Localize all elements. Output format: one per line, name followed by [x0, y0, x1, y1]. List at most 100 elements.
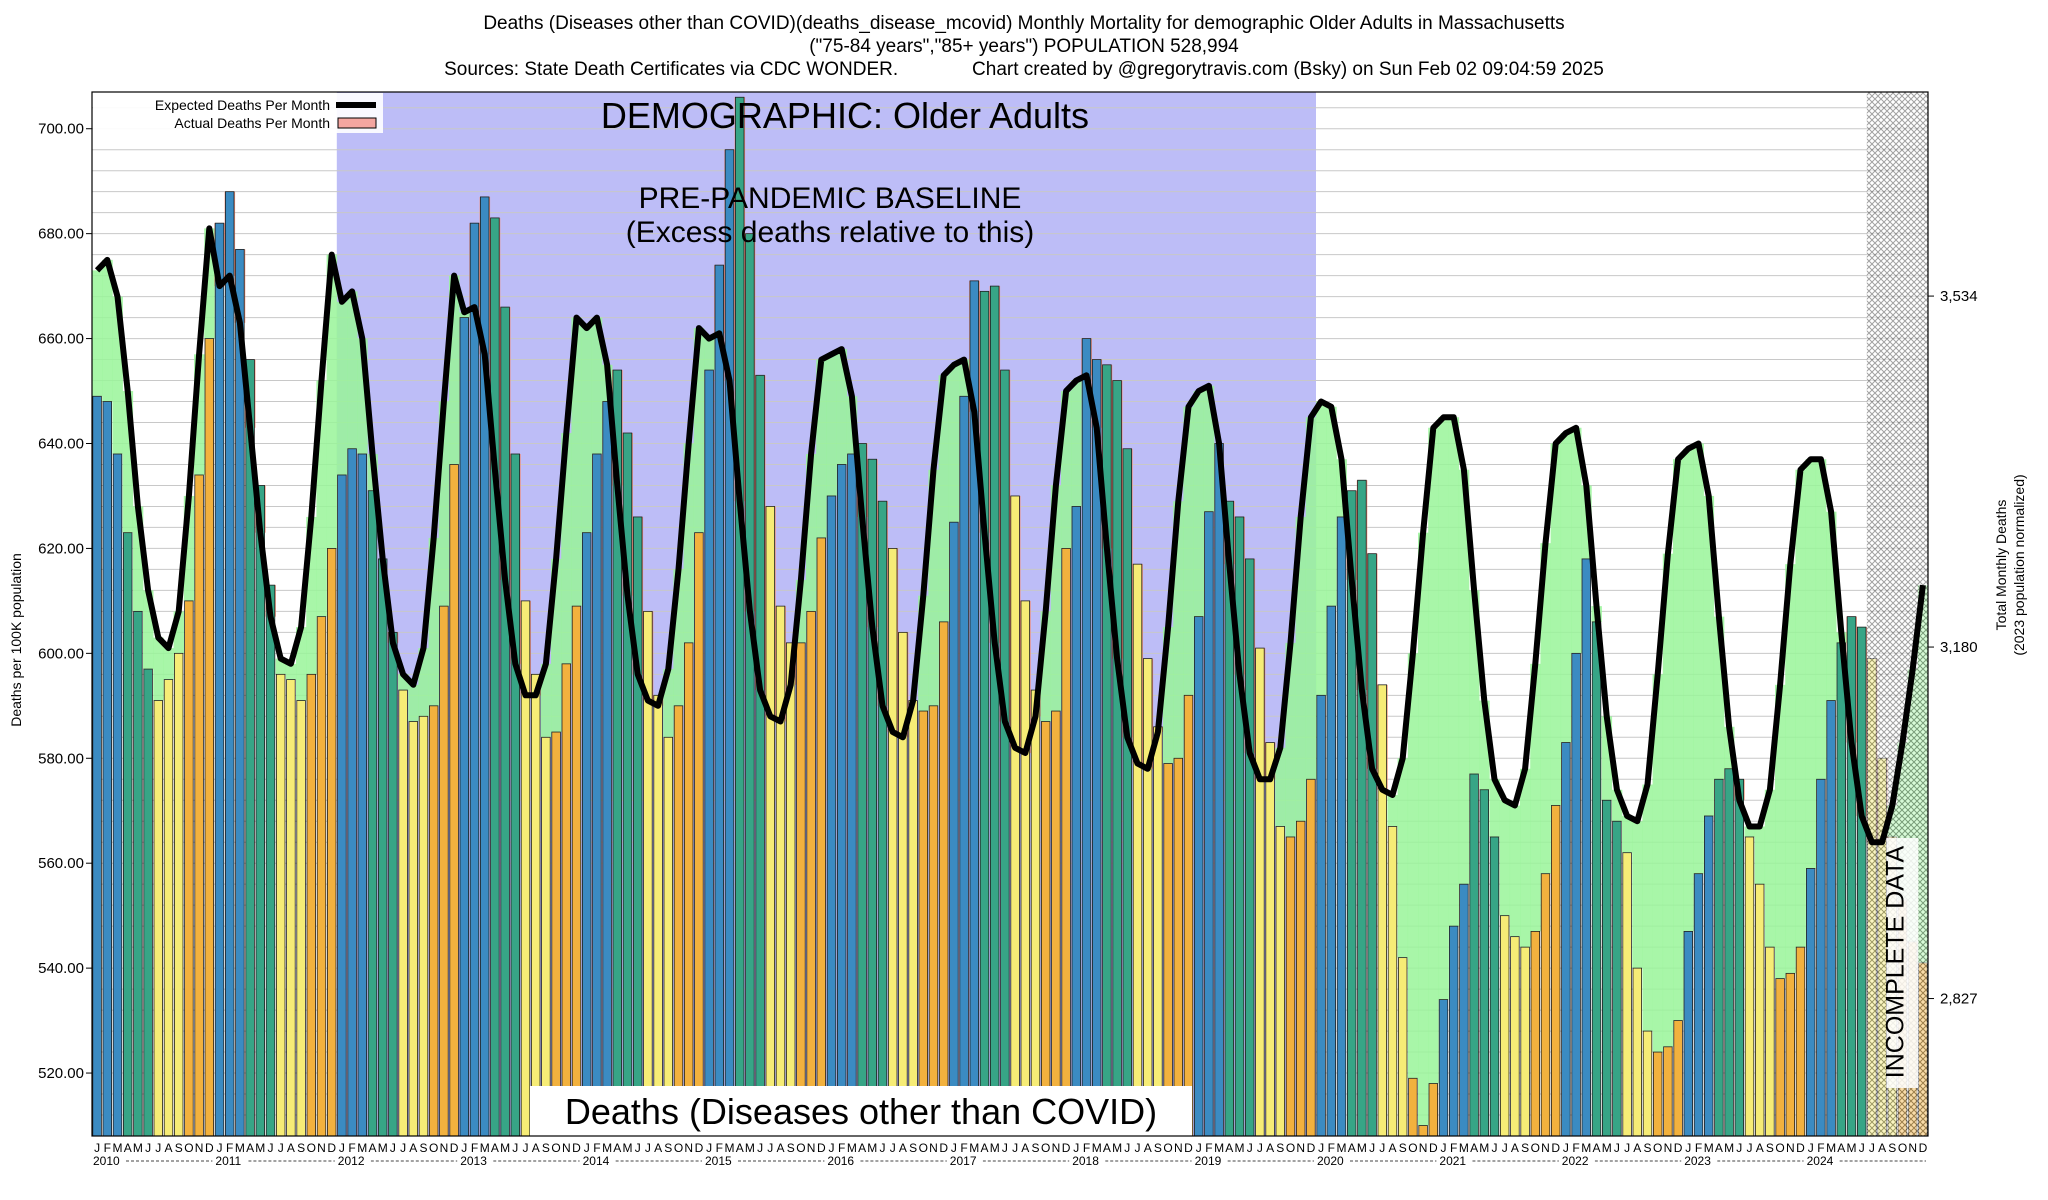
deficit-fill — [948, 364, 960, 523]
bar — [531, 673, 541, 1136]
plot-frame — [91, 91, 1929, 1137]
bar — [1673, 1020, 1683, 1136]
bar — [1102, 364, 1112, 1136]
x-tick-label: S — [664, 1141, 672, 1155]
deficit-fill — [1520, 768, 1531, 948]
x-tick-label: S — [1766, 1141, 1774, 1155]
bar — [1398, 957, 1408, 1136]
bar — [1010, 495, 1020, 1136]
year-label: 2017 — [950, 1154, 977, 1168]
bar — [1744, 836, 1755, 1136]
year-label: 2010 — [93, 1154, 120, 1168]
bar — [133, 610, 143, 1136]
deficit-fill — [1560, 433, 1572, 743]
y-tick-label: 640.00 — [38, 435, 84, 452]
y-tick-label: 520.00 — [38, 1065, 84, 1082]
x-tick-label: S — [1399, 1141, 1407, 1155]
bar — [1591, 621, 1602, 1136]
bar — [1510, 936, 1520, 1136]
bar — [1520, 946, 1530, 1136]
bottom-title-bg — [530, 1086, 1192, 1136]
y-tick-label: 580.00 — [38, 750, 84, 767]
bar — [275, 673, 286, 1136]
y-tick-label: 600.00 — [38, 645, 84, 662]
x-tick-label: N — [317, 1141, 326, 1155]
bar — [143, 668, 153, 1136]
x-tick-label: J — [951, 1141, 957, 1155]
bar — [1408, 1077, 1418, 1136]
deficit-fill — [357, 338, 368, 454]
deficit-fill — [1775, 684, 1786, 979]
y-tick-label: 660.00 — [38, 331, 84, 348]
bar — [806, 610, 816, 1136]
x-tick-label: O — [1163, 1141, 1172, 1155]
bar — [1092, 359, 1102, 1136]
x-tick-label: M — [1724, 1141, 1734, 1155]
deficit-fill — [1611, 789, 1623, 822]
x-tick-label: M — [1235, 1141, 1245, 1155]
x-tick-label: N — [807, 1141, 816, 1155]
annotation-baseline-title: PRE-PANDEMIC BASELINE — [639, 182, 1022, 215]
bar — [184, 600, 194, 1136]
x-tick-label: J — [1318, 1141, 1324, 1155]
bar — [1418, 1125, 1428, 1136]
deficit-fill — [1469, 590, 1480, 775]
bar — [816, 537, 827, 1136]
deficit-fill — [1713, 616, 1725, 780]
deficit-fill — [1642, 784, 1653, 1032]
bar — [857, 443, 867, 1136]
x-tick-label: A — [1837, 1141, 1845, 1155]
bar — [1449, 925, 1459, 1136]
x-tick-label: M — [133, 1141, 143, 1155]
x-tick-label: A — [1144, 1141, 1152, 1155]
bar — [1377, 684, 1388, 1136]
deficit-fill — [1071, 380, 1082, 507]
x-tick-label: F — [471, 1141, 478, 1155]
x-tick-label: D — [1429, 1141, 1438, 1155]
x-tick-label: S — [787, 1141, 795, 1155]
deficit-fill — [1693, 443, 1704, 874]
deficit-fill — [173, 611, 185, 654]
bar — [561, 663, 572, 1136]
x-tick-label: M — [480, 1141, 490, 1155]
deficit-fill — [408, 684, 419, 722]
x-tick-label: A — [736, 1141, 744, 1155]
x-tick-label: M — [1357, 1141, 1367, 1155]
x-tick-label: J — [1869, 1141, 1875, 1155]
bar — [1459, 883, 1469, 1136]
bar — [1234, 516, 1245, 1136]
deficit-fill — [571, 317, 582, 607]
bar — [388, 631, 398, 1136]
deficit-fill — [122, 391, 134, 533]
x-tick-label: N — [440, 1141, 449, 1155]
year-label: 2016 — [827, 1154, 854, 1168]
deficit-fill — [918, 595, 929, 712]
bar — [1693, 873, 1704, 1136]
deficit-fill — [163, 648, 174, 680]
x-tick-label: M — [1112, 1141, 1122, 1155]
deficit-fill — [540, 663, 552, 738]
bar — [1806, 868, 1816, 1136]
bar — [326, 548, 337, 1136]
x-tick-label: N — [1296, 1141, 1305, 1155]
x-tick-label: O — [1531, 1141, 1540, 1155]
bar — [1112, 380, 1122, 1136]
bar — [1183, 694, 1194, 1136]
x-tick-label: J — [635, 1141, 641, 1155]
x-tick-label: O — [307, 1141, 316, 1155]
x-tick-label: F — [1817, 1141, 1824, 1155]
x-tick-label: N — [1786, 1141, 1795, 1155]
bar — [1214, 443, 1224, 1136]
chart-header: Deaths (Diseases other than COVID)(death… — [0, 12, 2048, 81]
bar — [939, 621, 949, 1136]
annotation-incomplete: INCOMPLETE DATA — [1881, 845, 1909, 1078]
year-label-bg — [1071, 1153, 1106, 1167]
x-tick-label: M — [1337, 1141, 1347, 1155]
bar — [469, 222, 480, 1136]
x-tick-label: D — [695, 1141, 704, 1155]
year-label: 2013 — [460, 1154, 487, 1168]
year-label-bg — [1683, 1153, 1718, 1167]
x-tick-label: J — [829, 1141, 835, 1155]
x-tick-label: O — [1653, 1141, 1662, 1155]
